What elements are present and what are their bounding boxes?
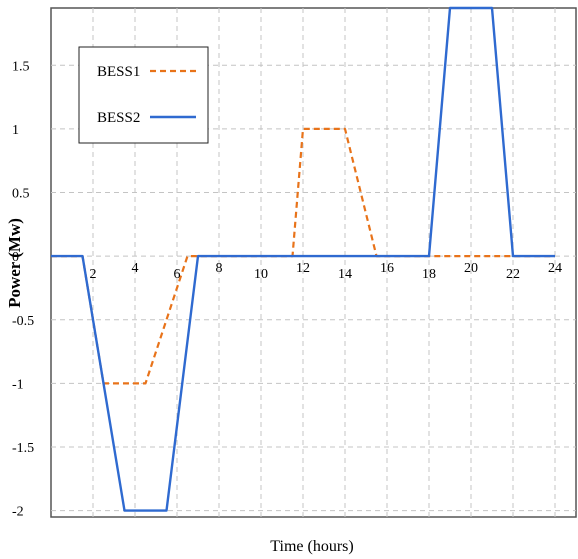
y-tick-labels: -2 -1.5 -1 -0.5 0 0.5 1 1.5	[12, 59, 34, 519]
legend-label-bess1: BESS1	[97, 64, 140, 80]
x-tick-label: 10	[254, 267, 268, 282]
x-tick-label: 22	[506, 267, 520, 282]
x-tick-label: 24	[548, 261, 562, 276]
y-tick-label: 1.5	[12, 59, 30, 74]
y-tick-label: -0.5	[12, 314, 34, 329]
x-tick-labels: 2 4 6 8 10 12 14 16 18 20 22 24	[90, 261, 563, 282]
series-line-bess2	[51, 6, 555, 512]
y-tick-label: -2	[12, 505, 24, 520]
x-tick-label: 16	[380, 261, 394, 276]
x-tick-label: 8	[216, 261, 223, 276]
y-tick-label: -1	[12, 377, 24, 392]
x-tick-label: 6	[174, 267, 181, 282]
grid	[51, 8, 576, 517]
series-lines	[51, 6, 555, 512]
x-tick-label: 4	[132, 261, 139, 276]
x-tick-label: 18	[422, 267, 436, 282]
x-tick-label: 14	[338, 267, 352, 282]
y-axis-title: Power (Mw)	[5, 218, 24, 308]
series-line-bess1	[51, 127, 555, 385]
x-tick-label: 12	[296, 261, 310, 276]
y-tick-label: 1	[12, 123, 19, 138]
legend-box	[78, 46, 209, 144]
y-tick-label: -1.5	[12, 441, 34, 456]
legend-label-bess2: BESS2	[97, 110, 140, 126]
y-tick-label: 0.5	[12, 187, 30, 202]
y-tick-label: 0	[12, 250, 19, 265]
x-tick-label: 20	[464, 261, 478, 276]
x-axis-title: Time (hours)	[270, 538, 353, 555]
x-tick-label: 2	[90, 267, 97, 282]
legend: BESS1 BESS2	[78, 46, 209, 144]
